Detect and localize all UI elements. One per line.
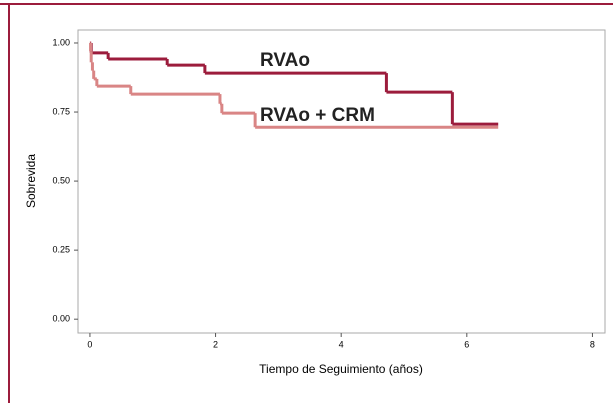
x-tick-label: 4	[339, 339, 344, 349]
x-axis-label: Tiempo de Seguimiento (años)	[259, 362, 423, 376]
y-tick-label: 0.75	[52, 106, 70, 116]
plot-frame	[77, 29, 606, 334]
series-label: RVAo	[260, 50, 310, 71]
x-tick-label: 8	[590, 339, 595, 349]
y-tick-label: 0.50	[52, 175, 70, 185]
x-tick-label: 6	[464, 339, 469, 349]
y-tick-label: 0.25	[52, 245, 70, 255]
y-tick-label: 1.00	[52, 37, 70, 47]
y-axis-label: Sobrevida	[24, 154, 38, 208]
x-tick-label: 2	[213, 339, 218, 349]
x-tick-label: 0	[87, 339, 92, 349]
series-label: RVAo + CRM	[260, 105, 375, 126]
y-tick-label: 0.00	[52, 314, 70, 324]
